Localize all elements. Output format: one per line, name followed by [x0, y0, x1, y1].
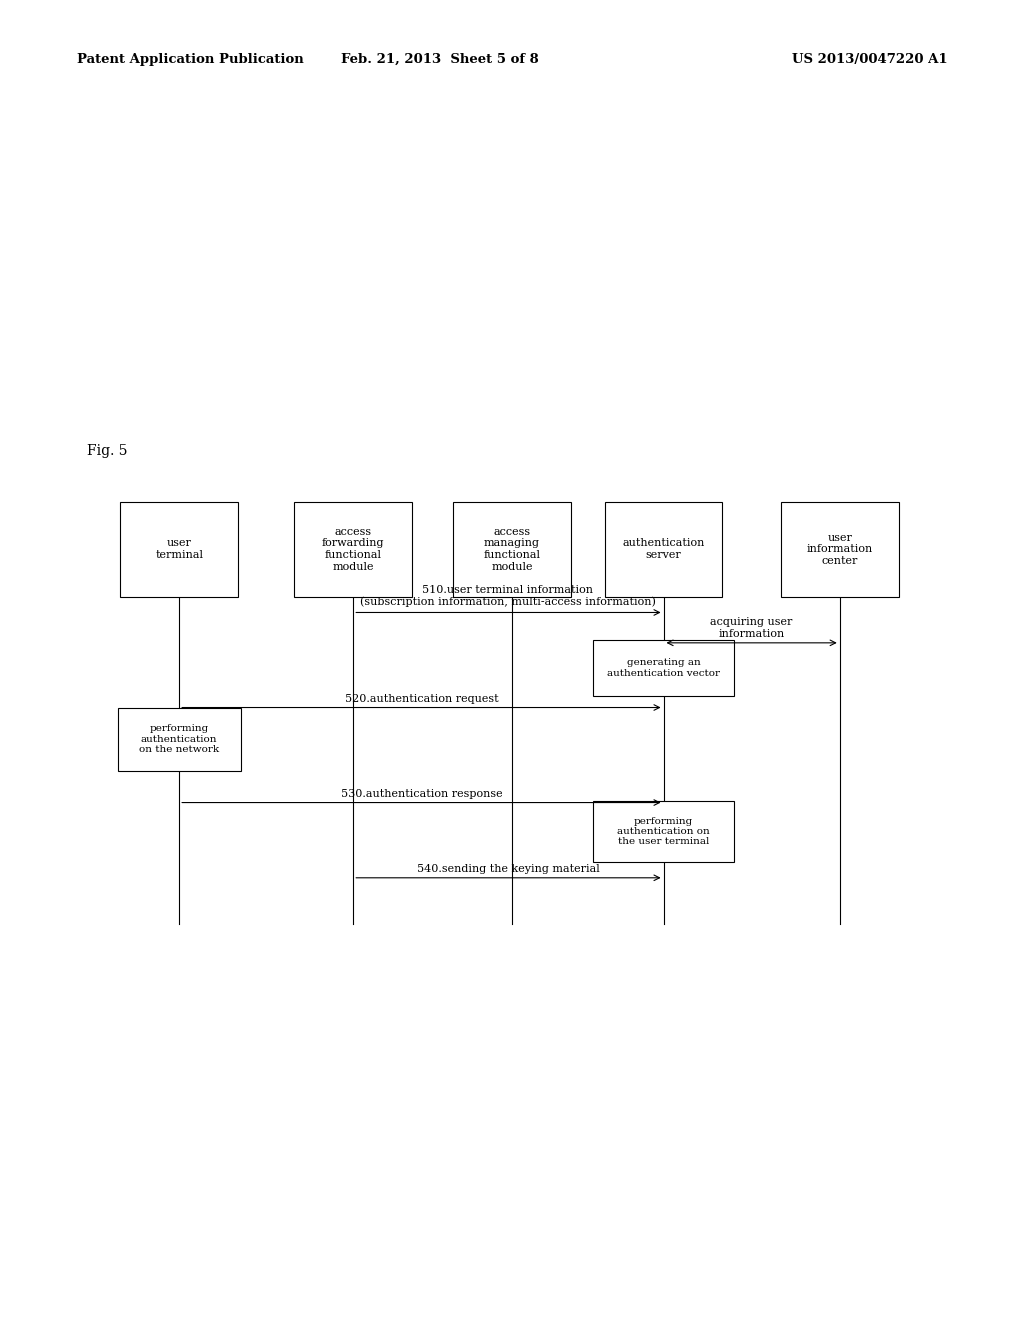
Text: user
information
center: user information center [807, 532, 872, 566]
Text: performing
authentication
on the network: performing authentication on the network [139, 725, 219, 754]
Bar [593, 640, 734, 696]
Bar [604, 502, 723, 597]
Bar [295, 502, 412, 597]
Text: authentication
server: authentication server [623, 539, 705, 560]
Text: Patent Application Publication: Patent Application Publication [77, 53, 303, 66]
Bar [118, 708, 241, 771]
Bar [593, 801, 734, 862]
Text: acquiring user
information: acquiring user information [711, 618, 793, 639]
Bar [121, 502, 238, 597]
Text: access
forwarding
functional
module: access forwarding functional module [322, 527, 385, 572]
Text: generating an
authentication vector: generating an authentication vector [607, 659, 720, 677]
Text: 510.user terminal information
(subscription information, multi-access informatio: 510.user terminal information (subscript… [360, 585, 655, 607]
Text: 530.authentication response: 530.authentication response [341, 788, 503, 799]
Bar [453, 502, 571, 597]
Text: 520.authentication request: 520.authentication request [345, 693, 499, 704]
Text: US 2013/0047220 A1: US 2013/0047220 A1 [792, 53, 947, 66]
Text: performing
authentication on
the user terminal: performing authentication on the user te… [617, 817, 710, 846]
Bar [780, 502, 899, 597]
Text: user
terminal: user terminal [156, 539, 203, 560]
Text: Fig. 5: Fig. 5 [87, 445, 128, 458]
Text: Feb. 21, 2013  Sheet 5 of 8: Feb. 21, 2013 Sheet 5 of 8 [341, 53, 540, 66]
Text: access
managing
functional
module: access managing functional module [483, 527, 541, 572]
Text: 540.sending the keying material: 540.sending the keying material [417, 863, 599, 874]
